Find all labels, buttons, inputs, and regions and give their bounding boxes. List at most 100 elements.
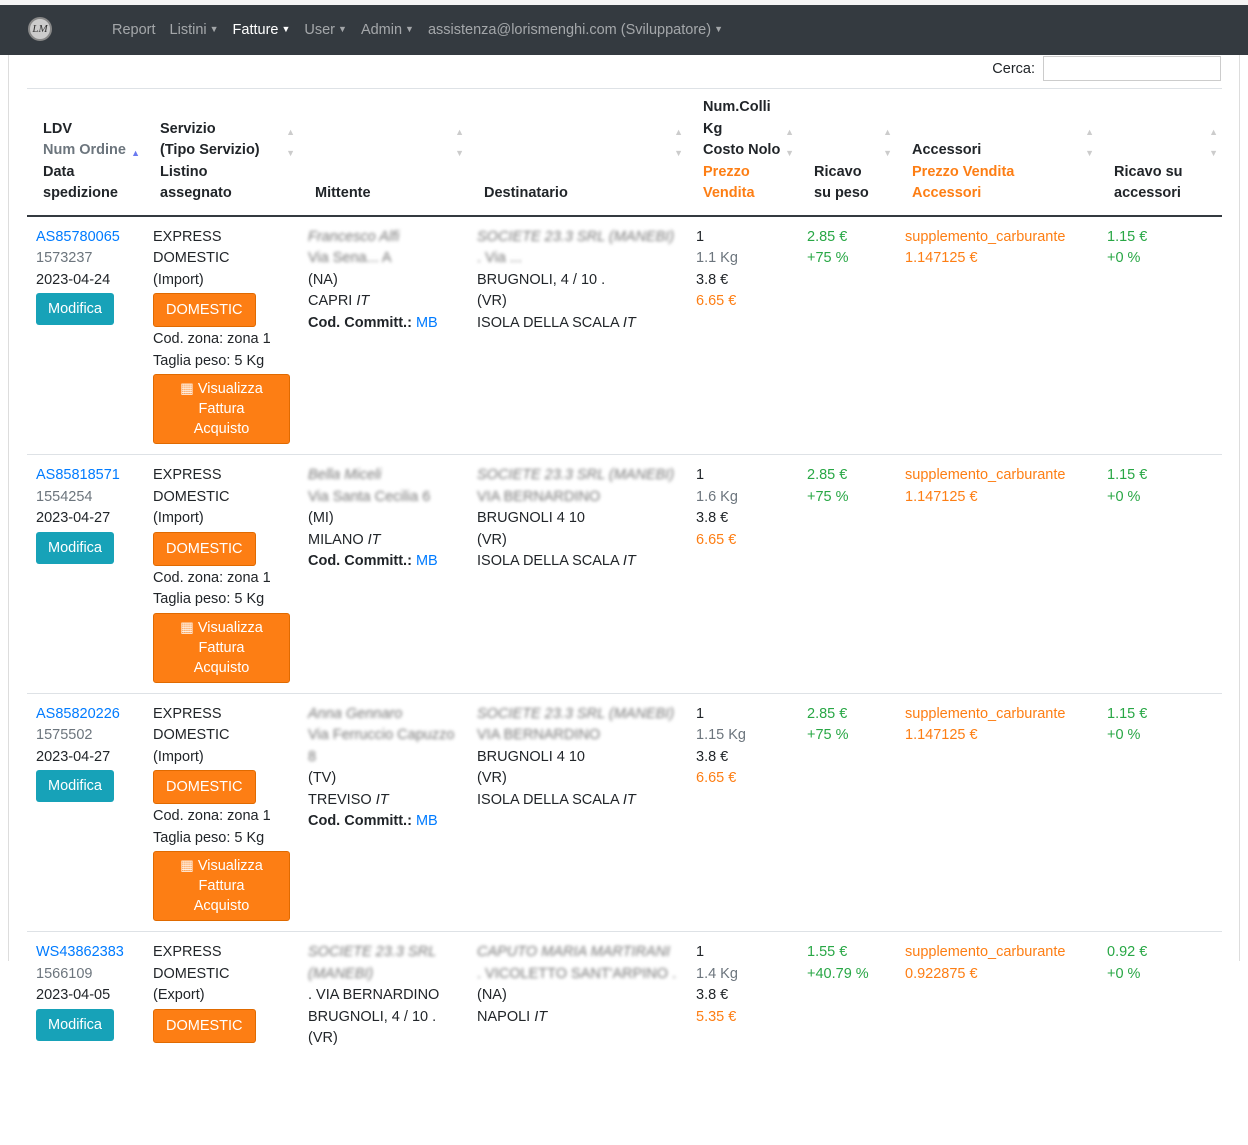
accessorio-prezzo: 0.922875 € [905, 965, 978, 982]
destinatario-line: (VR) [477, 770, 507, 786]
caret-down-icon: ▼ [714, 24, 723, 34]
listino-button[interactable]: DOMESTIC [153, 1008, 256, 1043]
modifica-button[interactable]: Modifica [36, 770, 114, 802]
nav-item-4[interactable]: Admin ▼ [360, 22, 414, 38]
committente-link[interactable]: MB [415, 314, 438, 331]
listino-button[interactable]: DOMESTIC [153, 531, 256, 566]
direzione: (Import) [153, 271, 204, 288]
nav-item-3[interactable]: User ▼ [304, 22, 347, 38]
search: Cerca: [992, 56, 1221, 81]
col-ldv[interactable]: LDV Num Ordine Data spedizione ▲ [27, 88, 144, 217]
mittente-line: . VIA BERNARDINO [308, 987, 440, 1003]
prezzo-vendita: 5.35 € [696, 1008, 737, 1025]
destinatario-line: ISOLA DELLA SCALA IT [477, 791, 636, 808]
destinatario-line: BRUGNOLI 4 10 [477, 748, 585, 765]
destinatario-line: (VR) [477, 293, 507, 309]
accessorio: supplemento_carburante [905, 705, 1066, 722]
visualizza-fattura-button[interactable]: ▦ Visualizza Fattura Acquisto [153, 851, 290, 921]
col-destinatario[interactable]: Destinatario ▲ ▼ [468, 88, 687, 217]
destinatario-line: ISOLA DELLA SCALA IT [477, 314, 636, 331]
listino-button[interactable]: DOMESTIC [153, 770, 256, 804]
ricavo: 1.55 € [807, 944, 848, 960]
data-spedizione: 2023-04-27 [36, 510, 111, 526]
table-icon: ▦ [180, 619, 194, 636]
sort-icon: ▲ ▼ [455, 126, 464, 159]
committente-link[interactable]: MB [415, 813, 438, 829]
costo-nolo: 3.8 € [696, 510, 729, 526]
ldv-link[interactable]: WS43862383 [36, 944, 124, 960]
accessorio-prezzo: 1.147125 € [905, 488, 978, 505]
modifica-button[interactable]: Modifica [36, 293, 114, 325]
ricavo: 2.85 € [807, 467, 848, 483]
ricavo-accessori-pct: +0 % [1107, 488, 1141, 505]
visualizza-fattura-button[interactable]: ▦ Visualizza Fattura Acquisto [153, 374, 290, 444]
destinatario-line: . Via ... [477, 250, 522, 266]
destinatario-line: (NA) [477, 987, 507, 1003]
destinatario-line: BRUGNOLI 4 10 [477, 510, 585, 526]
caret-down-icon: ▼ [281, 24, 291, 34]
peso: 1.15 Kg [696, 727, 746, 743]
peso: 1.6 Kg [696, 488, 738, 505]
accessorio: supplemento_carburante [905, 944, 1066, 960]
col-ricavo[interactable]: Ricavo su peso ▲ ▼ [798, 88, 896, 217]
destinatario-line: ISOLA DELLA SCALA IT [477, 553, 636, 569]
ricavo-pct: +75 % [807, 727, 849, 743]
tipo-servizio: DOMESTIC [153, 965, 230, 982]
sort-icon: ▲ ▼ [1209, 126, 1218, 159]
sort-icon: ▲ ▼ [674, 126, 683, 159]
destinatario-line: BRUGNOLI, 4 / 10 . [477, 271, 606, 288]
ricavo-pct: +75 % [807, 250, 849, 266]
col-mittente[interactable]: Mittente ▲ ▼ [299, 88, 468, 217]
search-input[interactable] [1043, 56, 1221, 81]
mittente-line: Francesco Alfi [308, 228, 400, 245]
ldv-link[interactable]: AS85818571 [36, 467, 120, 483]
servizio: EXPRESS [153, 705, 222, 722]
table-row: AS85818571 1554254 2023-04-27 Modifica EXPR… [27, 454, 1222, 693]
listino-button[interactable]: DOMESTIC [153, 293, 256, 327]
modifica-button[interactable]: Modifica [36, 1008, 114, 1041]
num-colli: 1 [696, 467, 705, 483]
col-colli[interactable]: Num.Colli Kg Costo Nolo Prezzo Vendita ▲ ▼ [687, 88, 798, 217]
ricavo-accessori-pct: +0 % [1107, 727, 1141, 743]
mittente-line: Anna Gennaro [308, 705, 403, 722]
nav-item-5[interactable]: assistenza@lorismenghi.com (Sviluppatore… [427, 22, 723, 38]
modifica-button[interactable]: Modifica [36, 531, 114, 564]
ldv-link[interactable]: AS85780065 [36, 228, 120, 245]
committente: Cod. Committ.: MB [308, 813, 438, 829]
taglia-peso: Taglia peso: 5 Kg [153, 591, 265, 607]
peso: 1.1 Kg [696, 250, 738, 266]
costo-nolo: 3.8 € [696, 748, 729, 765]
nav-item-2[interactable]: Fatture ▼ [232, 22, 291, 38]
servizio: EXPRESS [153, 944, 222, 960]
direzione: (Export) [153, 987, 205, 1003]
prezzo-vendita: 6.65 € [696, 293, 737, 309]
mittente-line: SOCIETE 23.3 SRL [308, 944, 437, 960]
col-ricavo-accessori[interactable]: Ricavo su accessori ▲ ▼ [1098, 88, 1222, 217]
table-icon: ▦ [180, 858, 194, 874]
taglia-peso: Taglia peso: 5 Kg [153, 352, 265, 369]
cod-zona: Cod. zona: zona 1 [153, 569, 271, 586]
search-label: Cerca: [992, 60, 1035, 77]
brand-logo[interactable]: LM [28, 17, 52, 41]
col-servizio[interactable]: Servizio (Tipo Servizio) Listino assegnato… [144, 88, 299, 217]
costo-nolo: 3.8 € [696, 271, 729, 288]
sort-icon: ▲ ▼ [1085, 126, 1094, 159]
ricavo-accessori: 0.92 € [1107, 944, 1148, 960]
committente-link[interactable]: MB [415, 553, 438, 569]
costo-nolo: 3.8 € [696, 987, 729, 1003]
data-spedizione: 2023-04-24 [36, 271, 111, 288]
col-accessori[interactable]: Accessori Prezzo Vendita Accessori ▲ ▼ [896, 88, 1098, 217]
cod-zona: Cod. zona: zona 1 [153, 331, 271, 347]
mittente-line: CAPRI IT [308, 293, 370, 309]
navbar: LM Report Listini ▼ Fatture ▼ User ▼ Admin ▼ assi… [0, 5, 1248, 55]
nav-item-1[interactable]: Listini ▼ [169, 22, 219, 38]
caret-down-icon: ▼ [405, 24, 414, 34]
visualizza-fattura-button[interactable]: ▦ Visualizza Fattura Acquisto [153, 612, 290, 683]
mittente-line: (NA) [308, 271, 338, 288]
ldv-link[interactable]: AS85820226 [36, 705, 120, 722]
ricavo-pct: +40.79 % [807, 965, 869, 982]
nav-item-0[interactable]: Report [112, 22, 156, 38]
ricavo-accessori-pct: +0 % [1107, 965, 1141, 982]
taglia-peso: Taglia peso: 5 Kg [153, 829, 265, 846]
table-row: AS85780065 1573237 2023-04-24 Modifica EXPR… [27, 215, 1222, 455]
